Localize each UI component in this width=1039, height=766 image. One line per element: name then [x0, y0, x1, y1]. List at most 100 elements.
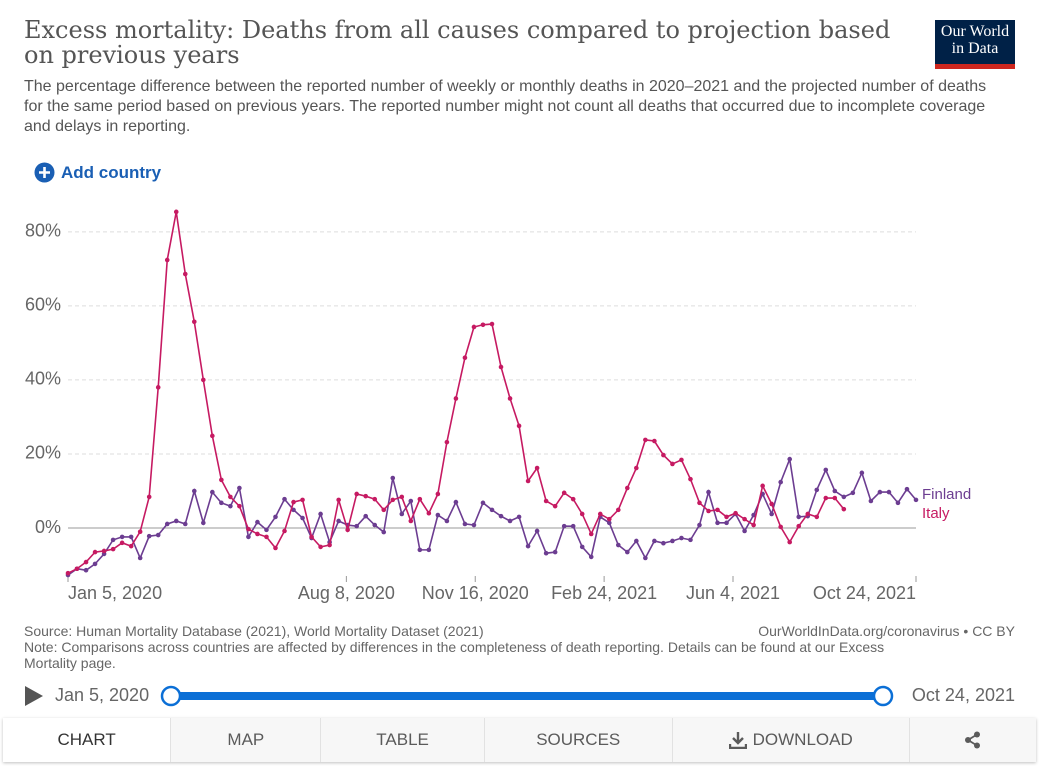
- data-point: [417, 496, 423, 502]
- data-point: [859, 470, 865, 476]
- tab-label: SOURCES: [536, 730, 621, 749]
- data-point: [661, 452, 666, 458]
- data-point: [164, 257, 170, 263]
- source: Source: Human Mortality Database (2021),…: [24, 623, 484, 639]
- site-link[interactable]: OurWorldInData.org/coronavirus • CC BY: [758, 623, 1015, 639]
- data-point: [83, 559, 89, 565]
- data-point: [390, 475, 396, 481]
- data-point: [805, 511, 811, 517]
- timeline-start-label: Jan 5, 2020: [55, 685, 150, 705]
- data-point: [309, 534, 314, 540]
- data-point: [814, 514, 820, 520]
- data-point: [561, 523, 567, 529]
- chart: 0% 20% 40% 60% 80% Jan 5, 2020 Aug 8, 2020 Nov …: [25, 209, 971, 603]
- share-button[interactable]: [910, 718, 1036, 762]
- data-point: [733, 510, 738, 516]
- data-point: [426, 547, 432, 553]
- data-point: [742, 516, 747, 522]
- data-point: [327, 542, 332, 548]
- data-point: [480, 500, 486, 506]
- data-point: [652, 438, 657, 444]
- data-point: [796, 514, 802, 520]
- data-point: [191, 319, 197, 325]
- data-point: [814, 487, 820, 493]
- data-point: [742, 528, 747, 534]
- data-point: [255, 519, 260, 525]
- data-point: [237, 503, 242, 509]
- data-point: [408, 498, 414, 504]
- data-point: [561, 490, 567, 496]
- data-point: [724, 520, 729, 526]
- share-icon: [964, 731, 980, 749]
- data-point: [715, 520, 720, 526]
- data-point: [462, 355, 468, 361]
- data-point: [300, 515, 305, 521]
- data-point: [164, 521, 170, 527]
- tab[interactable]: MAP: [171, 718, 322, 762]
- data-point: [850, 490, 856, 496]
- add-country-button[interactable]: Add country: [34, 162, 161, 183]
- y-tick-label: 20%: [25, 443, 61, 463]
- tab[interactable]: DOWNLOAD: [673, 718, 910, 762]
- data-point: [110, 546, 116, 552]
- y-tick-label: 0%: [35, 517, 61, 537]
- x-tick-label: Jun 4, 2021: [686, 583, 780, 603]
- data-point: [570, 523, 576, 529]
- data-point: [453, 396, 459, 401]
- timeline-track[interactable]: [171, 692, 883, 700]
- data-point: [615, 542, 621, 548]
- data-point: [246, 526, 251, 532]
- data-point: [182, 271, 188, 277]
- data-point: [471, 324, 477, 330]
- data-point: [769, 511, 774, 517]
- data-point: [507, 396, 513, 401]
- timeline-start-handle[interactable]: [160, 685, 182, 707]
- data-point: [796, 523, 802, 529]
- data-point: [760, 483, 765, 489]
- download-icon: [728, 732, 747, 749]
- data-point: [579, 544, 585, 550]
- add-country-label: Add country: [61, 162, 162, 182]
- data-point: [354, 523, 359, 529]
- data-point: [552, 549, 558, 555]
- data-point: [336, 518, 341, 524]
- data-point: [291, 499, 296, 505]
- data-point: [426, 510, 432, 516]
- data-point: [832, 488, 838, 494]
- data-point: [273, 514, 278, 520]
- data-point: [606, 516, 612, 522]
- data-point: [345, 527, 350, 533]
- play-button[interactable]: [25, 686, 43, 706]
- data-point: [435, 491, 441, 497]
- data-point: [877, 489, 883, 495]
- timeline-end-handle[interactable]: [872, 685, 894, 707]
- data-point: [219, 477, 224, 483]
- tab-label: CHART: [57, 730, 116, 749]
- data-point: [435, 512, 441, 518]
- data-point: [318, 544, 323, 550]
- data-point: [643, 437, 648, 443]
- data-point: [336, 497, 341, 503]
- data-point: [886, 489, 892, 495]
- data-point: [489, 321, 495, 327]
- data-point: [146, 533, 152, 539]
- tab-label: DOWNLOAD: [752, 730, 853, 749]
- tab[interactable]: TABLE: [321, 718, 485, 762]
- x-tick-label: Jan 5, 2020: [68, 583, 162, 603]
- data-point: [904, 486, 910, 492]
- data-point: [471, 522, 477, 528]
- data-point: [751, 522, 756, 528]
- data-point: [534, 528, 540, 534]
- data-point: [516, 423, 522, 429]
- data-point: [155, 385, 161, 390]
- data-point: [778, 479, 783, 485]
- data-point: [201, 520, 206, 526]
- data-point: [219, 500, 224, 506]
- data-point: [697, 500, 702, 506]
- tab[interactable]: SOURCES: [485, 718, 673, 762]
- data-point: [119, 540, 125, 546]
- data-point: [516, 514, 522, 520]
- tab[interactable]: CHART: [3, 718, 172, 762]
- logo[interactable]: Our World in Data: [935, 20, 1015, 69]
- data-point: [615, 507, 621, 513]
